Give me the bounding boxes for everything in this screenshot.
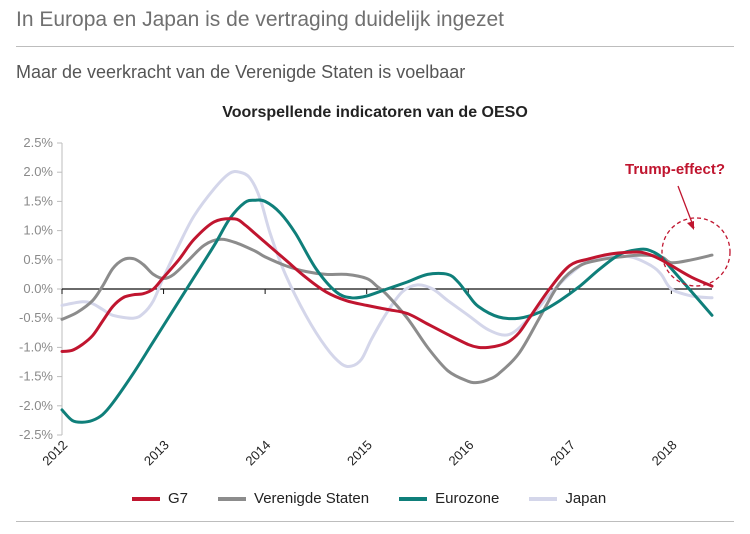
legend-label-eurozone: Eurozone — [435, 490, 500, 507]
x-tick-label: 2017 — [547, 437, 578, 468]
y-tick-label: 2.0% — [23, 164, 53, 179]
y-tick-label: -2.0% — [19, 398, 53, 413]
x-tick-label: 2018 — [649, 437, 680, 468]
y-tick-label: 0.5% — [23, 252, 53, 267]
footer-divider — [16, 521, 734, 522]
legend-swatch-eurozone — [399, 496, 428, 501]
annotation-arrowhead — [687, 220, 694, 230]
annotation-label: Trump-effect? — [625, 161, 725, 178]
legend-swatch-japan — [529, 496, 558, 501]
subheadline: Maar de veerkracht van de Verenigde Stat… — [16, 62, 466, 82]
y-tick-label: -2.5% — [19, 427, 53, 442]
annotation-arrow — [677, 185, 695, 229]
legend-swatch-verenigde-staten — [218, 496, 247, 501]
y-tick-label: -1.0% — [19, 339, 53, 354]
legend-label-japan: Japan — [565, 490, 607, 507]
headline: In Europa en Japan is de vertraging duid… — [16, 8, 504, 31]
legend-label-g7: G7 — [168, 490, 189, 507]
legend-label-verenigde-staten: Verenigde Staten — [254, 490, 370, 507]
annotation-circle — [661, 217, 731, 287]
chart-title: Voorspellende indicatoren van de OESO — [222, 104, 528, 121]
series-line-g7 — [60, 217, 714, 353]
y-tick-label: 1.5% — [23, 193, 53, 208]
legend: G7 Verenigde Staten Eurozone Japan — [132, 490, 636, 507]
legend-item-eurozone: Eurozone — [399, 490, 499, 507]
header-divider — [16, 46, 734, 47]
x-tick-label: 2015 — [344, 437, 375, 468]
legend-item-verenigde-staten: Verenigde Staten — [218, 490, 369, 507]
series-line-verenigde-staten — [60, 237, 714, 385]
legend-swatch-g7 — [132, 496, 160, 501]
legend-item-japan: Japan — [529, 490, 606, 507]
series-line-eurozone — [60, 198, 714, 424]
legend-item-g7: G7 — [132, 490, 188, 507]
y-tick-label: -0.5% — [19, 310, 53, 325]
x-tick-label: 2014 — [242, 437, 273, 468]
y-tick-label: -1.5% — [19, 369, 53, 384]
y-tick-label: 1.0% — [23, 223, 53, 238]
series-line-japan — [60, 169, 714, 369]
y-tick-label: 0.0% — [23, 281, 53, 296]
y-tick-label: 2.5% — [23, 135, 53, 150]
x-tick-label: 2016 — [446, 437, 477, 468]
x-tick-label: 2013 — [141, 437, 172, 468]
